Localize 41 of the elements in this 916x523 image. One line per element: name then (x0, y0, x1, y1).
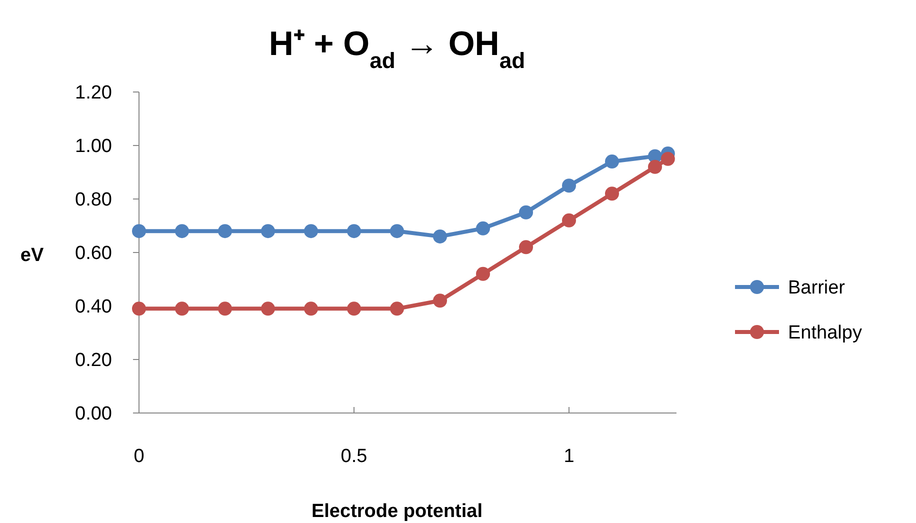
point (433, 294, 447, 308)
chart-title: H⁺ + O$_{ad}$ → OH$_{ad}$ (268, 25, 526, 72)
point (132, 302, 146, 316)
y-tick-label: 1.00 (75, 136, 112, 158)
point (562, 213, 576, 228)
legend-label: Barrier (788, 278, 846, 299)
point (304, 224, 318, 238)
point (390, 224, 404, 238)
y-tick-label: 0.60 (75, 243, 112, 264)
point (519, 240, 533, 254)
point (175, 224, 189, 238)
x-tick-label: 1 (564, 446, 574, 467)
point (605, 154, 619, 169)
point (304, 302, 318, 316)
point (261, 302, 275, 316)
y-tick-label: 0.80 (75, 190, 112, 211)
point (218, 302, 232, 316)
point (476, 221, 490, 236)
point (519, 205, 533, 220)
point (390, 302, 404, 316)
point (175, 302, 189, 316)
y-tick-label: 0.20 (75, 350, 112, 372)
y-tick-label: 1.20 (75, 82, 112, 104)
legend-label: Enthalpy (788, 322, 862, 344)
point (660, 152, 675, 166)
y-tick-label: 0.40 (75, 296, 112, 318)
x-axis-title: Electrode potential (311, 501, 483, 522)
point (433, 229, 447, 244)
point (347, 224, 361, 238)
point (261, 224, 275, 238)
y-axis-title: eV (20, 245, 44, 266)
point (476, 266, 490, 281)
point (562, 178, 576, 193)
y-tick-label: 0.00 (75, 404, 112, 425)
point (648, 160, 662, 174)
point (218, 224, 232, 238)
point (347, 302, 361, 316)
point (132, 224, 146, 238)
point (605, 186, 619, 201)
x-tick-label: 0 (134, 446, 144, 467)
x-tick-label: 0.5 (340, 446, 368, 467)
